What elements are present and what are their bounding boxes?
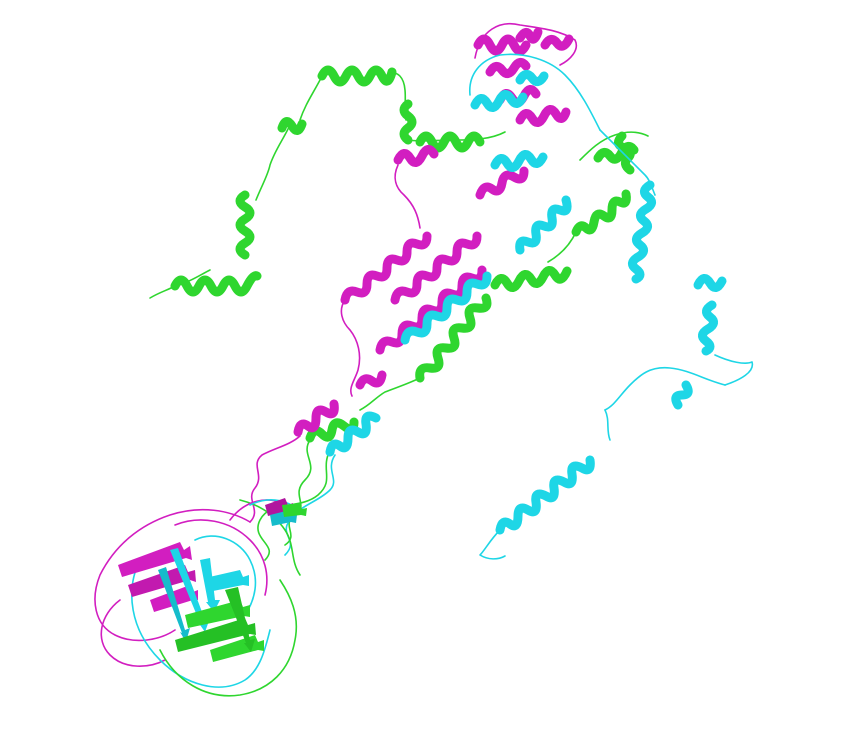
green-helix <box>235 190 255 260</box>
magenta-beta-strand <box>128 565 196 597</box>
magenta-helix <box>540 34 574 51</box>
cyan-helix <box>671 380 693 410</box>
cyan-helix <box>400 271 492 345</box>
green-helix <box>415 131 485 153</box>
loop-coil <box>100 599 166 667</box>
loop-coil <box>239 499 301 576</box>
green-helix <box>614 131 635 175</box>
magenta-helix <box>293 399 339 437</box>
green-helix <box>490 266 572 292</box>
green-helix <box>399 99 417 145</box>
chain-a-green <box>149 65 649 561</box>
green-helix <box>317 65 397 87</box>
magenta-helix <box>475 166 529 200</box>
green-beta-strand <box>175 618 256 652</box>
green-coil <box>579 131 649 161</box>
loop-coil <box>159 579 298 697</box>
cyan-helix <box>628 180 656 284</box>
cyan-helix <box>495 455 595 535</box>
cyan-helix <box>693 274 727 292</box>
green-helix <box>170 271 262 297</box>
cyan-beta-strand <box>158 567 190 642</box>
magenta-helix <box>355 370 387 390</box>
magenta-helix <box>485 58 531 78</box>
cyan-helix <box>325 411 381 457</box>
green-coil <box>255 124 291 201</box>
beta-sandwich-domain <box>100 498 307 697</box>
magenta-coil <box>340 299 361 397</box>
magenta-helix <box>515 105 571 127</box>
green-beta-strand <box>282 503 307 517</box>
green-helix <box>277 117 307 135</box>
loop-coil <box>194 535 257 616</box>
magenta-beta-strand <box>265 498 293 516</box>
cyan-coil <box>714 354 754 386</box>
loop-coil <box>131 559 271 688</box>
green-helix <box>415 293 492 383</box>
green-helix <box>571 189 631 237</box>
magenta-helix <box>390 231 482 305</box>
cyan-coil <box>479 529 506 560</box>
cyan-helix <box>515 70 549 86</box>
magenta-helix <box>340 231 432 305</box>
cyan-coil <box>604 409 611 441</box>
magenta-helix <box>393 145 439 167</box>
green-coil <box>299 70 336 121</box>
cyan-coil <box>604 366 726 411</box>
cyan-beta-strand <box>205 570 249 592</box>
magenta-coil <box>394 164 421 229</box>
magenta-coil <box>94 508 251 642</box>
green-beta-strand <box>225 587 255 652</box>
green-coil <box>547 231 577 263</box>
magenta-helix <box>515 27 543 44</box>
loop-coil <box>174 519 268 596</box>
cyan-helix <box>490 150 548 172</box>
magenta-coil <box>474 23 578 66</box>
cyan-helix <box>698 300 718 356</box>
green-coil <box>284 439 312 546</box>
cyan-helix <box>470 90 528 112</box>
cyan-helix <box>515 195 572 255</box>
cyan-coil <box>469 53 601 131</box>
chain-c-cyan <box>284 53 754 560</box>
green-coil <box>359 377 421 411</box>
magenta-helix <box>473 34 531 56</box>
